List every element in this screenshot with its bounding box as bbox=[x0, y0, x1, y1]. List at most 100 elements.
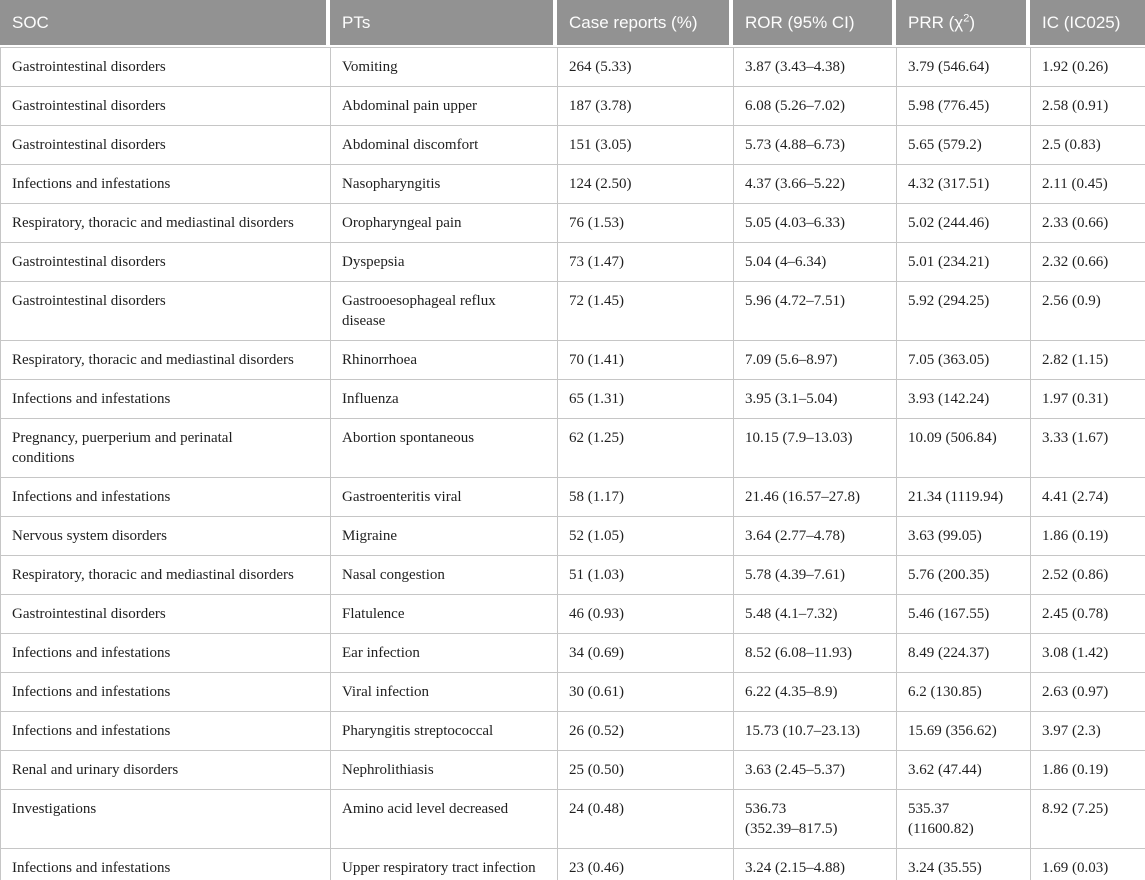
cell-ic: 2.56 (0.9) bbox=[1030, 281, 1145, 341]
cell-ic: 1.92 (0.26) bbox=[1030, 47, 1145, 87]
cell-prr: 8.49 (224.37) bbox=[896, 633, 1031, 673]
cell-soc: Investigations bbox=[0, 789, 331, 849]
cell-ic: 1.69 (0.03) bbox=[1030, 848, 1145, 880]
cell-pt: Abortion spontaneous bbox=[330, 418, 558, 478]
cell-soc: Infections and infestations bbox=[0, 379, 331, 419]
cell-ic: 2.5 (0.83) bbox=[1030, 125, 1145, 165]
cell-prr: 3.62 (47.44) bbox=[896, 750, 1031, 790]
table-row: Gastrointestinal disorders Flatulence 46 (… bbox=[0, 594, 1145, 634]
cell-prr: 3.93 (142.24) bbox=[896, 379, 1031, 419]
cell-pt: Amino acid level decreased bbox=[330, 789, 558, 849]
table-row: Infections and infestations Viral infecti… bbox=[0, 672, 1145, 712]
cell-case-reports: 70 (1.41) bbox=[557, 340, 734, 380]
cell-ror: 5.05 (4.03–6.33) bbox=[733, 203, 897, 243]
cell-case-reports: 264 (5.33) bbox=[557, 47, 734, 87]
cell-pt: Nephrolithiasis bbox=[330, 750, 558, 790]
cell-ic: 2.63 (0.97) bbox=[1030, 672, 1145, 712]
table-row: Respiratory, thoracic and mediastinal di… bbox=[0, 340, 1145, 380]
cell-case-reports: 58 (1.17) bbox=[557, 477, 734, 517]
cell-prr: 5.02 (244.46) bbox=[896, 203, 1031, 243]
cell-ror: 21.46 (16.57–27.8) bbox=[733, 477, 897, 517]
cell-case-reports: 51 (1.03) bbox=[557, 555, 734, 595]
cell-pt: Nasopharyngitis bbox=[330, 164, 558, 204]
table-row: Investigations Amino acid level decreased… bbox=[0, 789, 1145, 849]
cell-prr: 3.79 (546.64) bbox=[896, 47, 1031, 87]
cell-ic: 1.86 (0.19) bbox=[1030, 750, 1145, 790]
cell-pt: Dyspepsia bbox=[330, 242, 558, 282]
cell-prr: 535.37 (11600.82) bbox=[896, 789, 1031, 849]
cell-case-reports: 34 (0.69) bbox=[557, 633, 734, 673]
cell-case-reports: 26 (0.52) bbox=[557, 711, 734, 751]
cell-ic: 1.86 (0.19) bbox=[1030, 516, 1145, 556]
cell-case-reports: 52 (1.05) bbox=[557, 516, 734, 556]
cell-ror: 6.22 (4.35–8.9) bbox=[733, 672, 897, 712]
cell-soc: Infections and infestations bbox=[0, 477, 331, 517]
cell-ic: 8.92 (7.25) bbox=[1030, 789, 1145, 849]
cell-ic: 2.45 (0.78) bbox=[1030, 594, 1145, 634]
cell-case-reports: 25 (0.50) bbox=[557, 750, 734, 790]
table-row: Gastrointestinal disorders Vomiting 264 (5… bbox=[0, 47, 1145, 87]
disproportionality-table: Gastrointestinal disorders Vomiting 264 (5… bbox=[0, 47, 1145, 880]
cell-prr: 15.69 (356.62) bbox=[896, 711, 1031, 751]
cell-prr: 3.63 (99.05) bbox=[896, 516, 1031, 556]
table-row: Gastrointestinal disorders Dyspepsia 73 (1… bbox=[0, 242, 1145, 282]
cell-prr: 4.32 (317.51) bbox=[896, 164, 1031, 204]
cell-ror: 3.63 (2.45–5.37) bbox=[733, 750, 897, 790]
cell-pt: Gastrooesophageal reflux disease bbox=[330, 281, 558, 341]
cell-ic: 2.33 (0.66) bbox=[1030, 203, 1145, 243]
cell-prr: 10.09 (506.84) bbox=[896, 418, 1031, 478]
cell-prr: 5.65 (579.2) bbox=[896, 125, 1031, 165]
cell-ror: 5.96 (4.72–7.51) bbox=[733, 281, 897, 341]
cell-case-reports: 65 (1.31) bbox=[557, 379, 734, 419]
cell-pt: Viral infection bbox=[330, 672, 558, 712]
cell-ror: 3.64 (2.77–4.78) bbox=[733, 516, 897, 556]
cell-prr: 5.76 (200.35) bbox=[896, 555, 1031, 595]
cell-prr: 5.46 (167.55) bbox=[896, 594, 1031, 634]
cell-ror: 4.37 (3.66–5.22) bbox=[733, 164, 897, 204]
column-header-case-reports: Case reports (%) bbox=[557, 0, 729, 45]
cell-soc: Infections and infestations bbox=[0, 848, 331, 880]
column-header-pts-label: PTs bbox=[342, 12, 371, 32]
cell-soc: Infections and infestations bbox=[0, 164, 331, 204]
cell-ror: 10.15 (7.9–13.03) bbox=[733, 418, 897, 478]
table-row: Infections and infestations Ear infection… bbox=[0, 633, 1145, 673]
cell-prr: 3.24 (35.55) bbox=[896, 848, 1031, 880]
cell-pt: Vomiting bbox=[330, 47, 558, 87]
cell-ror: 8.52 (6.08–11.93) bbox=[733, 633, 897, 673]
cell-ic: 3.97 (2.3) bbox=[1030, 711, 1145, 751]
chi-squared-superscript: 2 bbox=[963, 11, 970, 24]
cell-soc: Respiratory, thoracic and mediastinal di… bbox=[0, 203, 331, 243]
table-row: Renal and urinary disorders Nephrolithias… bbox=[0, 750, 1145, 790]
cell-soc: Gastrointestinal disorders bbox=[0, 242, 331, 282]
cell-soc: Nervous system disorders bbox=[0, 516, 331, 556]
cell-ic: 2.32 (0.66) bbox=[1030, 242, 1145, 282]
column-header-ror-label: ROR (95% CI) bbox=[745, 12, 855, 32]
cell-soc: Gastrointestinal disorders bbox=[0, 47, 331, 87]
cell-case-reports: 62 (1.25) bbox=[557, 418, 734, 478]
column-header-ic: IC (IC025) bbox=[1030, 0, 1145, 45]
cell-soc: Infections and infestations bbox=[0, 711, 331, 751]
cell-ror: 7.09 (5.6–8.97) bbox=[733, 340, 897, 380]
cell-pt: Flatulence bbox=[330, 594, 558, 634]
table-row: Infections and infestations Upper respira… bbox=[0, 848, 1145, 880]
cell-pt: Pharyngitis streptococcal bbox=[330, 711, 558, 751]
cell-prr: 5.01 (234.21) bbox=[896, 242, 1031, 282]
cell-case-reports: 72 (1.45) bbox=[557, 281, 734, 341]
cell-pt: Oropharyngeal pain bbox=[330, 203, 558, 243]
cell-ror: 15.73 (10.7–23.13) bbox=[733, 711, 897, 751]
cell-case-reports: 46 (0.93) bbox=[557, 594, 734, 634]
cell-ic: 2.11 (0.45) bbox=[1030, 164, 1145, 204]
table-row: Respiratory, thoracic and mediastinal di… bbox=[0, 203, 1145, 243]
column-header-prr-label: PRR (χ2) bbox=[908, 11, 975, 32]
cell-pt: Abdominal discomfort bbox=[330, 125, 558, 165]
cell-soc: Gastrointestinal disorders bbox=[0, 86, 331, 126]
cell-prr: 5.92 (294.25) bbox=[896, 281, 1031, 341]
cell-ror: 3.24 (2.15–4.88) bbox=[733, 848, 897, 880]
cell-soc: Respiratory, thoracic and mediastinal di… bbox=[0, 340, 331, 380]
cell-prr: 5.98 (776.45) bbox=[896, 86, 1031, 126]
cell-pt: Abdominal pain upper bbox=[330, 86, 558, 126]
cell-prr: 7.05 (363.05) bbox=[896, 340, 1031, 380]
column-header-pts: PTs bbox=[330, 0, 553, 45]
column-header-case-reports-label: Case reports (%) bbox=[569, 12, 698, 32]
